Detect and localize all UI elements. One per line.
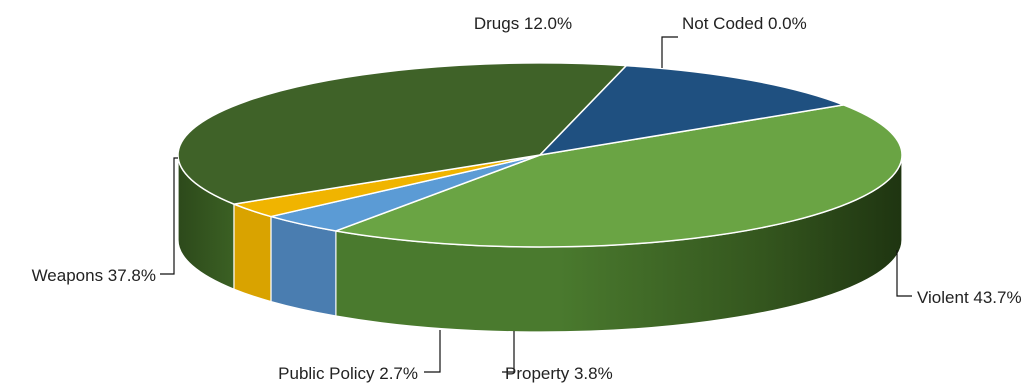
slice-violent bbox=[335, 104, 903, 248]
slice-side-public-policy bbox=[233, 203, 272, 303]
leader-line-violent bbox=[896, 250, 912, 297]
data-label-public-policy: Public Policy 2.7% bbox=[278, 364, 418, 383]
data-label-drugs: Drugs 12.0% bbox=[474, 14, 572, 33]
leader-line-not-coded bbox=[661, 36, 678, 68]
slice-weapons bbox=[177, 62, 628, 205]
data-label-weapons: Weapons 37.8% bbox=[32, 266, 156, 285]
data-label-property: Property 3.8% bbox=[505, 364, 613, 383]
leader-line-weapons bbox=[160, 157, 178, 275]
slice-drugs bbox=[539, 64, 845, 156]
data-label-violent: Violent 43.7% bbox=[917, 288, 1022, 307]
slice-side-property bbox=[270, 215, 337, 317]
leader-line-property bbox=[502, 331, 515, 373]
data-label-not-coded: Not Coded 0.0% bbox=[682, 14, 807, 33]
leader-line-public-policy bbox=[424, 330, 441, 373]
